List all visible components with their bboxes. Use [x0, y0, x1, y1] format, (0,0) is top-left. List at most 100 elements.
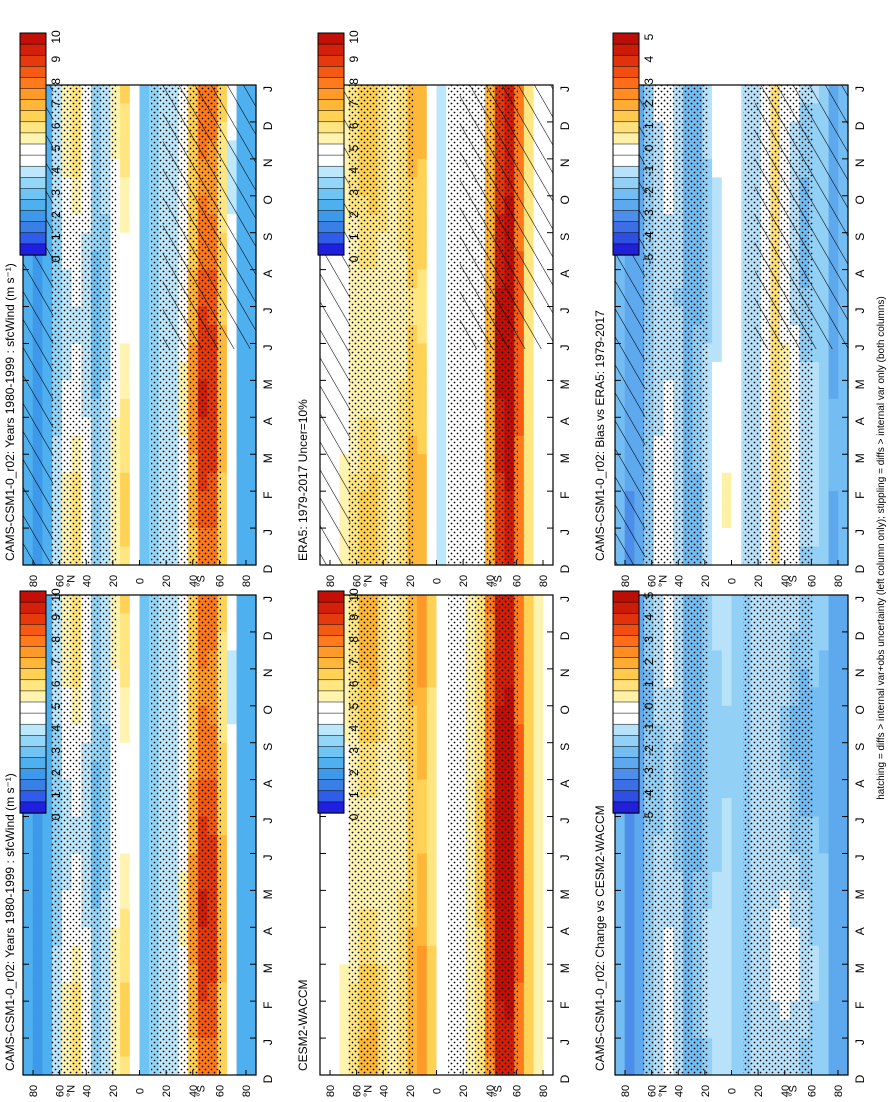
heat-cell [42, 724, 53, 744]
heat-cell [828, 908, 839, 928]
heat-cell [721, 343, 733, 363]
heat-cell [320, 908, 331, 928]
heat-cell [721, 398, 733, 418]
heat-cell [809, 398, 820, 418]
heat-cell [543, 528, 554, 548]
heat-cell [246, 1056, 257, 1076]
colorbar-tick-label: -2 [642, 187, 656, 198]
heat-cell [721, 982, 733, 1002]
heat-cell [721, 361, 733, 381]
heat-cell [721, 779, 733, 799]
heat-cell [543, 509, 554, 529]
colorbar-tick-label: 3 [642, 636, 656, 643]
lat-tick-label: 40 [81, 1085, 93, 1097]
colorbar-swatch [612, 657, 640, 670]
heat-cell [120, 908, 131, 928]
month-tick-label: M [558, 453, 572, 463]
heat-cell [828, 945, 839, 965]
heat-cell [712, 798, 723, 818]
heat-cell [838, 816, 849, 836]
heat-cell [721, 798, 733, 818]
colorbar-swatch [317, 590, 345, 603]
heat-cell [712, 742, 723, 762]
month-tick-label: S [558, 233, 572, 241]
heat-cell [129, 251, 141, 271]
heat-cell [514, 687, 525, 707]
colorbar-swatch [317, 624, 345, 637]
colorbar-swatch [19, 801, 47, 814]
heat-cell [712, 908, 723, 928]
colorbar-tick-label: 0 [642, 144, 656, 151]
heat-cell [139, 546, 150, 566]
heat-cell [139, 158, 150, 178]
heat-cell [426, 650, 438, 670]
heat-cell [514, 835, 525, 855]
month-tick-label: A [261, 927, 275, 935]
colorbar-swatch [317, 88, 345, 101]
heat-cell [809, 509, 820, 529]
heat-cell [731, 1001, 742, 1021]
heat-cell [436, 121, 447, 141]
heat-cell [217, 343, 228, 363]
heat-cell [523, 546, 535, 566]
heat-cell [320, 945, 331, 965]
heat-cell [436, 343, 447, 363]
colorbar-tick-label: -5 [642, 811, 656, 822]
heat-cell [731, 528, 742, 548]
heat-cell [320, 1038, 331, 1058]
heat-cell [139, 945, 150, 965]
heat-cell [120, 85, 131, 105]
colorbar-tick-label: -3 [642, 209, 656, 220]
colorbar-frame [19, 32, 47, 256]
heat-cell [426, 306, 438, 326]
panel-title: CAMS-CSM1-0_r02: Bias vs ERA5: 1979-2017 [593, 310, 607, 561]
heat-cell [731, 835, 742, 855]
month-tick-label: J [853, 529, 867, 535]
heat-cell [712, 251, 723, 271]
colorbar-tick-label: -4 [642, 231, 656, 242]
heat-cell [217, 546, 228, 566]
heat-cell [721, 945, 733, 965]
heat-cell [217, 1038, 228, 1058]
heat-cell [236, 509, 247, 529]
heat-cell [139, 214, 150, 234]
heat-cell [129, 982, 141, 1002]
heat-cell [236, 361, 247, 381]
heat-cell [712, 288, 723, 308]
heat-cell [139, 361, 150, 381]
heat-cell [417, 491, 428, 511]
heat-cell [129, 454, 141, 474]
heat-cell [634, 687, 645, 707]
colorbar-swatch [19, 243, 47, 256]
heat-cell [417, 509, 428, 529]
heat-cell [634, 724, 645, 744]
month-tick-label: O [558, 195, 572, 204]
heat-cell [712, 343, 723, 363]
colorbar-tick-label: -4 [642, 789, 656, 800]
heat-cell [514, 890, 525, 910]
colorbar-swatch [19, 690, 47, 703]
heat-cell [712, 398, 723, 418]
colorbar-swatch [612, 88, 640, 101]
heat-cell [236, 890, 247, 910]
heat-cell [120, 761, 131, 781]
heat-cell [246, 491, 257, 511]
colorbar-swatch [612, 43, 640, 56]
heat-cell [246, 668, 257, 688]
heat-cell [514, 361, 525, 381]
heat-cell [120, 595, 131, 615]
heat-cell [712, 816, 723, 836]
heat-cell [329, 1001, 341, 1021]
lat-tick-label: 20 [458, 575, 470, 587]
heat-cell [417, 158, 428, 178]
month-tick-label: A [558, 417, 572, 425]
heat-cell [417, 613, 428, 633]
colorbar-swatch [19, 668, 47, 681]
colorbar-swatch [317, 801, 345, 814]
heat-cell [329, 964, 341, 984]
heat-cell [828, 1001, 839, 1021]
heat-cell [320, 871, 331, 891]
colorbar-swatch [19, 121, 47, 134]
heat-cell [712, 269, 723, 289]
heat-cell [236, 724, 247, 744]
